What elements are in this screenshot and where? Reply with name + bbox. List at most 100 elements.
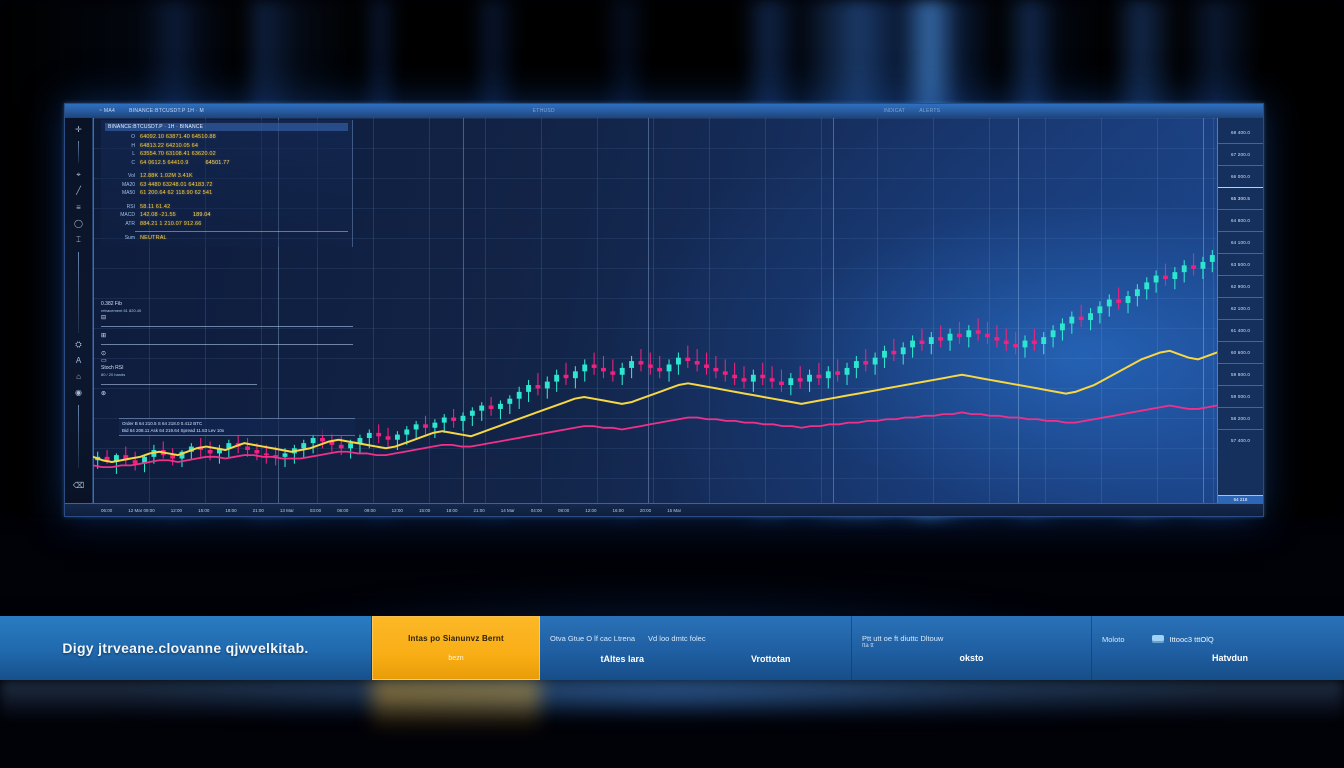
candle-body [1088, 313, 1093, 321]
candle-body [1031, 340, 1037, 344]
candle-body [245, 446, 250, 450]
candle-body [994, 337, 1000, 341]
toolbar-panel-2-value: Vrottotan [751, 654, 791, 664]
toolbar-panel-4-value: Hatvdun [1212, 653, 1248, 663]
lock-icon[interactable]: ⌂ [76, 372, 81, 382]
eye-icon[interactable]: ◉ [75, 388, 82, 398]
toolbar-panel-1-title: Otva Gtue O lf cac Ltrena [550, 633, 636, 643]
candle-body [638, 361, 644, 365]
data-panel-row: RSI 58.11 61.42 [105, 203, 348, 212]
price-tick: 68 400.0 [1230, 130, 1251, 135]
trendline-icon[interactable]: ╱ [76, 186, 81, 196]
candle-body [394, 434, 400, 440]
price-scale[interactable]: 68 400.0 67 200.0 66 000.0 65 300.5 64 800.0… [1217, 118, 1263, 503]
candle-body [704, 364, 709, 368]
terminal-body: ✛ ⌖ ╱ ≡ ◯ ⌶ ⛭ A ⌂ ◉ ⌫ [65, 118, 1263, 503]
settings-icon[interactable]: ⊛ [101, 390, 107, 397]
time-tick: 08:00 [558, 507, 570, 513]
price-tick: 64 800.0 [1218, 209, 1263, 231]
data-panel-key: ATR [125, 220, 135, 227]
candle-body [217, 448, 222, 454]
candle-body [610, 371, 616, 375]
candle-body [1116, 299, 1122, 303]
price-chart[interactable]: BINANCE:BTCUSDT.P · 1H · BINANCE O 64092.… [93, 118, 1217, 503]
price-tick: 57 400.0 [1218, 429, 1263, 451]
data-panel-row: H 64813.22 64210.05 64 [105, 142, 348, 151]
candle-body [254, 449, 260, 454]
data-panel-key: Vol [128, 173, 135, 179]
candle-body [844, 367, 850, 375]
time-tick-list: 06:00 12 Mar 09:00 12:00 15:00 18:00 21:00 13 … [93, 508, 689, 513]
candle-body [488, 405, 494, 409]
candle-body [928, 337, 934, 344]
price-tick: 64 100.0 [1218, 231, 1263, 253]
layers-icon[interactable]: ⊞ [101, 333, 107, 340]
data-panel-rows: O 64092.10 63871.40 64510.88 H 64813.22 642… [105, 133, 348, 243]
candle-body [835, 371, 841, 375]
candle-body [722, 371, 728, 375]
toolbar-panel-1[interactable]: Otva Gtue O lf cac Ltrena Vd loo dmtc fo… [540, 616, 852, 680]
candle-body [947, 333, 953, 341]
candle-body [956, 333, 962, 338]
candle-body [310, 438, 316, 444]
candle-body [647, 364, 653, 368]
titlebar-symbol[interactable]: BINANCE:BTCUSDT.P 1H · M [129, 108, 204, 114]
time-tick: 16:00 [612, 507, 624, 513]
fib-icon[interactable]: ≡ [76, 202, 81, 212]
candle-body [142, 456, 147, 464]
time-tick: 09:00 [364, 507, 376, 513]
cursor-icon[interactable]: ✛ [75, 124, 82, 134]
candle-body [451, 417, 457, 421]
magnet-icon[interactable]: ⛭ [75, 339, 82, 349]
volume-icon[interactable]: ⊟ [101, 315, 107, 322]
data-panel-value-tail: 189.04 [192, 212, 211, 218]
text-icon[interactable]: A [75, 355, 82, 365]
trash-icon[interactable]: ⌫ [72, 481, 85, 491]
toolbar-highlight-subtitle: bezn [448, 655, 464, 662]
trading-terminal-window: ~ MA4 BINANCE:BTCUSDT.P 1H · M ETHUSD IN… [64, 103, 1264, 517]
time-tick: 14 Mar [500, 507, 515, 513]
candle-body [713, 367, 719, 372]
cloud-icon[interactable] [1151, 635, 1164, 643]
time-tick: 18:00 [225, 507, 237, 513]
candle-body [919, 340, 925, 344]
price-tick: 66 000.0 [1218, 165, 1263, 187]
candle-body [591, 364, 597, 368]
candle-body [1003, 340, 1009, 344]
time-tick: 21:00 [473, 507, 485, 513]
time-tick: 06:00 [337, 507, 349, 513]
circle-icon[interactable]: ◯ [74, 218, 83, 228]
toolbar-panel-4[interactable]: Moloto Ittooc3 tttOlQ Hatvdun [1092, 616, 1344, 680]
time-tick: 12:00 [391, 507, 403, 513]
candle-body [1134, 289, 1140, 297]
candle-body [966, 330, 972, 338]
indicator-row-sub-4: 80 / 20 bands [101, 372, 126, 378]
data-panel-key: Sum [124, 235, 135, 241]
rail-divider-1 [78, 141, 79, 164]
candle-body [1106, 299, 1112, 307]
band-icon[interactable]: ▭ [101, 358, 107, 365]
titlebar-alerts-button[interactable]: ALERTS [919, 108, 941, 114]
toolbar-headline-cell[interactable]: Digy jtrveane.clovanne qjwvelkitab. [0, 616, 372, 680]
data-panel-row: C 64 0612.5 64410.9 64501.77 [105, 159, 348, 168]
candle-body [572, 371, 578, 379]
candle-body [441, 417, 447, 423]
titlebar-center-label[interactable]: ETHUSD [532, 108, 555, 114]
candle-body [123, 455, 129, 461]
candle-body [404, 429, 410, 435]
toolbar-panel-3[interactable]: Ptt utt oe ft diuttc Dltouw fta tt oksto [852, 616, 1092, 680]
candle-body [413, 424, 419, 430]
candle-body [797, 378, 803, 382]
candle-body [863, 361, 869, 365]
candle-body [498, 403, 503, 409]
crosshair-icon[interactable]: ⌖ [76, 169, 81, 179]
measure-icon[interactable]: ⌶ [76, 235, 81, 245]
target-icon[interactable]: ⊙ [101, 351, 107, 358]
time-scale[interactable]: 06:00 12 Mar 09:00 12:00 15:00 18:00 21:00 13 … [65, 503, 1263, 516]
titlebar-indicators-button[interactable]: INDICAT [883, 108, 906, 114]
candle-body [544, 381, 550, 389]
toolbar-highlight-cell[interactable]: Intas po Sianunvz Bernt bezn [372, 616, 540, 680]
candle-body [207, 449, 213, 454]
data-panel-row: Sum NEUTRAL [105, 234, 348, 243]
